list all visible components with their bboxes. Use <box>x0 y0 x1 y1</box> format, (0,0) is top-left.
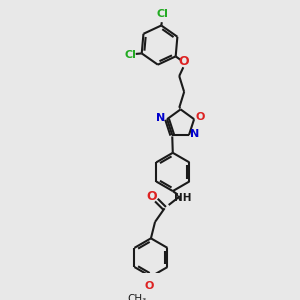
Text: O: O <box>178 55 189 68</box>
Text: NH: NH <box>174 193 191 203</box>
Text: O: O <box>145 281 154 291</box>
Text: O: O <box>195 112 205 122</box>
Text: O: O <box>146 190 157 203</box>
Text: N: N <box>156 113 166 123</box>
Text: Cl: Cl <box>124 50 136 60</box>
Text: Cl: Cl <box>156 10 168 20</box>
Text: CH₃: CH₃ <box>128 294 147 300</box>
Text: N: N <box>190 129 200 139</box>
